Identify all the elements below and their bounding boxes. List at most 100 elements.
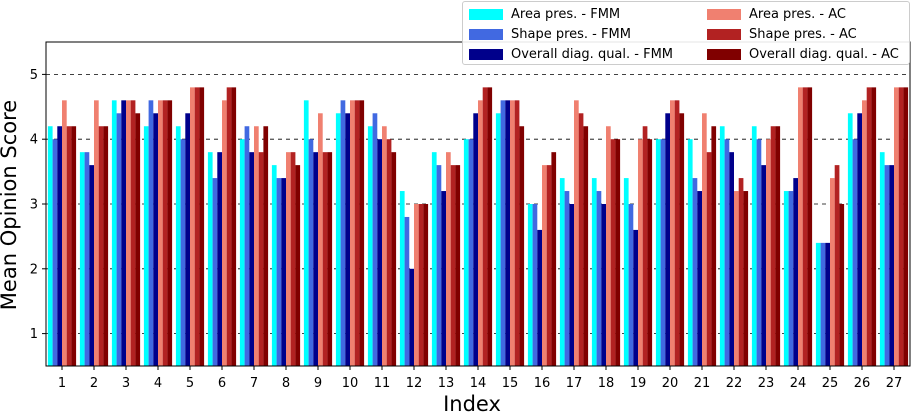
bar	[126, 100, 131, 366]
bar	[404, 216, 410, 366]
bar	[514, 100, 520, 366]
x-tick-label: 19	[630, 376, 647, 391]
bar	[756, 139, 762, 366]
bar	[441, 191, 446, 366]
bar	[199, 87, 205, 367]
bar	[318, 113, 323, 366]
bar	[834, 165, 840, 366]
bar	[761, 165, 766, 366]
bar	[692, 178, 698, 366]
bar	[295, 165, 301, 366]
legend-swatch	[469, 28, 503, 40]
bar	[190, 87, 195, 367]
bar	[537, 229, 542, 366]
x-tick-label: 16	[534, 376, 551, 391]
bar	[655, 139, 661, 366]
bar	[194, 87, 200, 367]
x-tick-label: 11	[374, 376, 391, 391]
x-tick-label: 4	[154, 376, 162, 391]
x-tick-label: 6	[218, 376, 226, 391]
y-axis-label: Mean Opinion Score	[0, 100, 21, 310]
bar	[487, 87, 493, 367]
bar	[623, 178, 629, 366]
bar	[542, 165, 547, 366]
bar	[418, 204, 424, 366]
bar	[569, 204, 574, 366]
bar	[674, 100, 680, 366]
bar	[222, 100, 227, 366]
bar	[335, 113, 341, 366]
x-tick-label: 9	[314, 376, 322, 391]
bar	[345, 113, 350, 366]
bar	[455, 165, 461, 366]
bar	[308, 139, 314, 366]
bar	[258, 152, 264, 366]
bar	[121, 100, 126, 366]
bar	[463, 139, 469, 366]
bar	[322, 152, 328, 366]
y-tick-label: 3	[30, 198, 38, 213]
bar	[564, 191, 570, 366]
bar	[98, 126, 104, 367]
bar	[450, 165, 456, 366]
bar	[527, 204, 533, 366]
bar	[500, 100, 506, 366]
bar	[879, 152, 885, 366]
x-tick-label: 13	[438, 376, 455, 391]
bar	[766, 139, 771, 366]
bar	[94, 100, 99, 366]
bar	[116, 113, 122, 366]
x-tick-label: 14	[470, 376, 487, 391]
bar	[382, 126, 387, 367]
legend-swatch	[707, 8, 741, 20]
bar	[628, 204, 634, 366]
bar	[857, 113, 862, 366]
x-tick-label: 8	[282, 376, 290, 391]
bar	[239, 139, 245, 366]
bar	[734, 191, 739, 366]
x-tick-label: 1	[58, 376, 66, 391]
bar	[399, 191, 405, 366]
legend-item: Overall diag. qual. - AC	[707, 45, 899, 63]
bar	[898, 87, 904, 367]
bar	[359, 100, 365, 366]
bar	[409, 268, 414, 366]
bar	[615, 139, 621, 366]
bar	[391, 152, 397, 366]
bar	[473, 113, 478, 366]
bar	[642, 126, 648, 367]
legend-swatch	[707, 48, 741, 60]
bar	[207, 152, 213, 366]
x-tick-label: 10	[342, 376, 359, 391]
x-axis-label: Index	[443, 392, 501, 416]
x-tick-label: 21	[694, 376, 711, 391]
bar	[143, 126, 149, 367]
bar	[724, 139, 730, 366]
bar	[71, 126, 77, 367]
bar	[665, 113, 670, 366]
bar	[862, 100, 867, 366]
legend-item: Shape pres. - AC	[707, 25, 857, 43]
bar	[729, 152, 734, 366]
bar	[697, 191, 702, 366]
legend-item: Shape pres. - FMM	[469, 25, 631, 43]
bar	[807, 87, 813, 367]
y-tick-label: 5	[30, 68, 38, 83]
bar	[271, 165, 277, 366]
bar	[386, 139, 392, 366]
bar	[574, 100, 579, 366]
bar	[825, 242, 830, 366]
x-tick-label: 24	[790, 376, 807, 391]
x-tick-label: 22	[726, 376, 743, 391]
bar	[111, 100, 117, 366]
bar	[231, 87, 237, 367]
x-tick-label: 18	[598, 376, 615, 391]
bar	[551, 152, 557, 366]
bar	[775, 126, 781, 367]
bar	[894, 87, 899, 367]
bar	[751, 126, 757, 367]
bar	[130, 100, 136, 366]
bar	[889, 165, 894, 366]
bar	[583, 126, 589, 367]
bar	[354, 100, 360, 366]
